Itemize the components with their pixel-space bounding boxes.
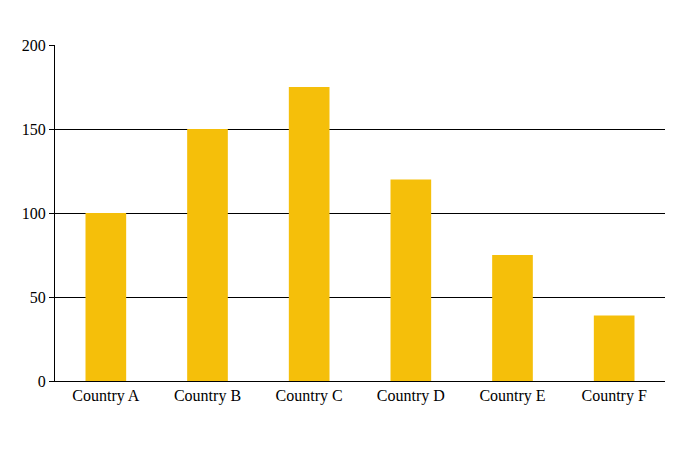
svg-text:Country C: Country C (276, 387, 343, 405)
svg-text:100: 100 (22, 205, 46, 222)
svg-text:Country D: Country D (377, 387, 445, 405)
svg-text:Country A: Country A (72, 387, 140, 405)
svg-text:50: 50 (30, 289, 46, 306)
svg-text:Country E: Country E (479, 387, 545, 405)
svg-text:Country F: Country F (581, 387, 646, 405)
svg-text:200: 200 (22, 37, 46, 54)
svg-text:Country B: Country B (174, 387, 241, 405)
svg-text:0: 0 (38, 373, 46, 390)
svg-text:150: 150 (22, 121, 46, 138)
